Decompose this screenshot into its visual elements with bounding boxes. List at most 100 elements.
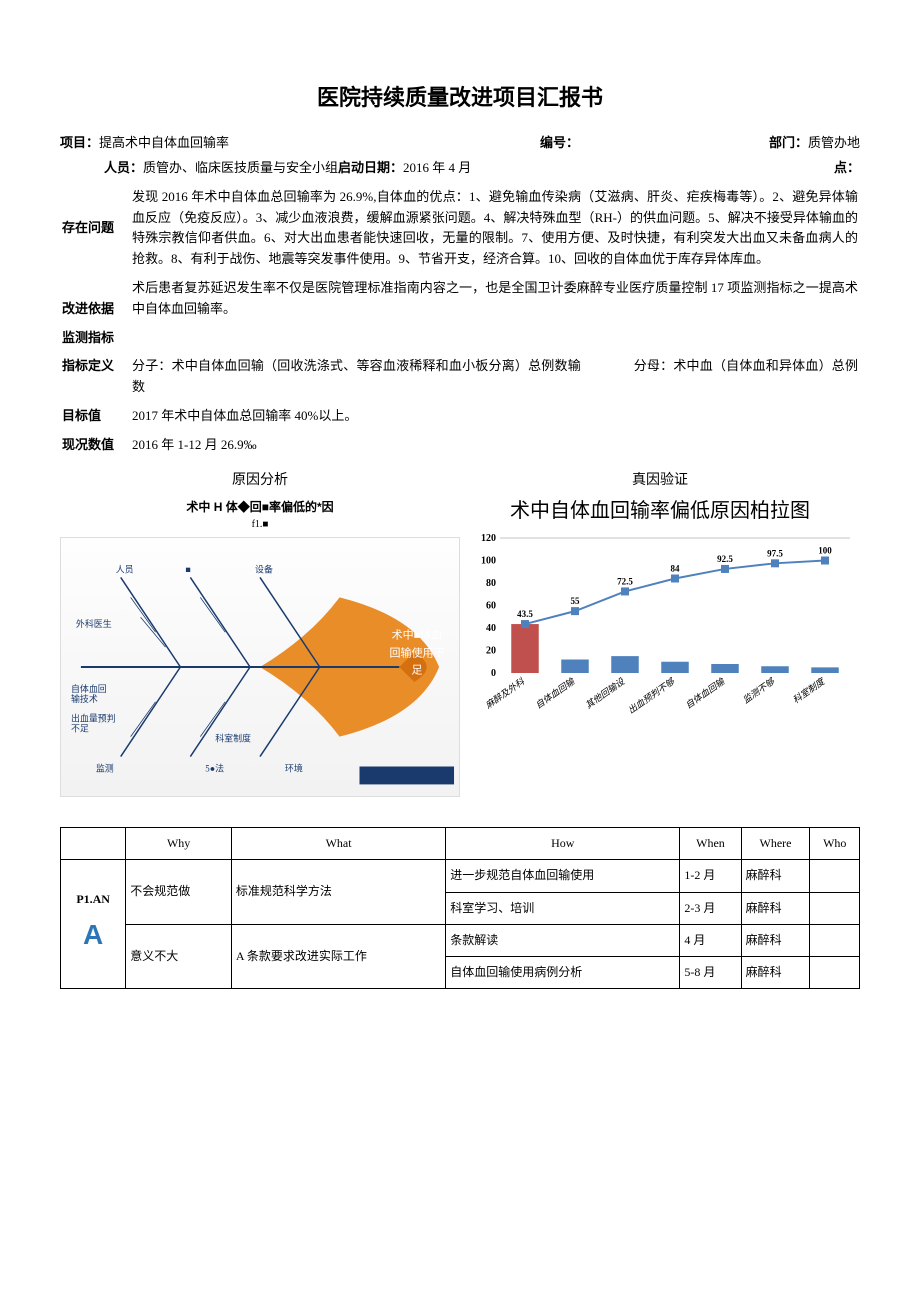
start-value: 2016 年 4 月: [403, 158, 471, 179]
svg-text:120: 120: [481, 533, 496, 544]
fish-problem-label: 术中■体血回输使用不足: [387, 628, 447, 681]
how-2: 条款解读: [446, 924, 680, 956]
who-3: [810, 956, 860, 988]
svg-text:100: 100: [818, 545, 832, 555]
code-label: 编号：: [540, 133, 579, 154]
metric-val: [130, 324, 860, 353]
th-where: Where: [741, 828, 810, 860]
th-what: What: [231, 828, 445, 860]
svg-text:92.5: 92.5: [717, 554, 733, 564]
svg-text:科室制度: 科室制度: [215, 733, 251, 744]
problem-val: 发现 2016 年术中自体血总回输率为 26.9%,自体血的优点：1、避免输血传…: [130, 183, 860, 274]
svg-text:出血预判不够: 出血预判不够: [626, 675, 678, 715]
problem-key: 存在问题: [60, 183, 130, 274]
when-0: 1-2 月: [680, 860, 741, 892]
svg-text:自体血回输: 自体血回输: [684, 675, 728, 710]
target-val: 2017 年术中自体血总回输率 40%以上。: [130, 402, 860, 431]
info-table: 存在问题 发现 2016 年术中自体血总回输率为 26.9%,自体血的优点：1、…: [60, 183, 860, 460]
project-value: 提高术中自体血回输率: [99, 133, 229, 154]
th-why: Why: [126, 828, 232, 860]
what-2: A 条款要求改进实际工作: [231, 924, 445, 988]
how-1: 科室学习、培训: [446, 892, 680, 924]
th-plan: [61, 828, 126, 860]
page-title: 医院持续质量改进项目汇报书: [60, 80, 860, 115]
where-3: 麻醉科: [741, 956, 810, 988]
svg-text:不足: 不足: [71, 724, 89, 734]
dept-value: 质管办地: [808, 133, 860, 154]
metric-key: 监测指标: [60, 324, 130, 353]
action-table: Why What How When Where Who P1.ANA不会规范做标…: [60, 827, 860, 989]
svg-text:人员: 人员: [116, 565, 134, 575]
who-2: [810, 924, 860, 956]
svg-text:20: 20: [486, 645, 496, 656]
svg-text:100: 100: [481, 555, 496, 566]
svg-text:84: 84: [671, 563, 681, 573]
point-label: 点：: [834, 158, 860, 179]
who-1: [810, 892, 860, 924]
plan-cell: P1.ANA: [61, 860, 126, 989]
start-label: 启动日期：: [338, 158, 403, 179]
svg-text:外科医生: 外科医生: [76, 618, 112, 629]
how-0: 进一步规范自体血回输使用: [446, 860, 680, 892]
th-how: How: [446, 828, 680, 860]
svg-text:80: 80: [486, 578, 496, 589]
svg-text:97.5: 97.5: [767, 548, 783, 558]
why-2: 意义不大: [126, 924, 232, 988]
why-0: 不会规范做: [126, 860, 232, 924]
svg-text:40: 40: [486, 623, 496, 634]
project-label: 项目：: [60, 133, 99, 154]
def-val: 分子：术中自体血回输（回收洗涤式、等容血液稀释和血小板分离）总例数输 分母：术中…: [130, 352, 860, 402]
svg-text:科室制度: 科室制度: [791, 675, 828, 705]
what-0: 标准规范科学方法: [231, 860, 445, 924]
svg-text:监测: 监测: [96, 763, 114, 774]
where-1: 麻醉科: [741, 892, 810, 924]
basis-val: 术后患者复苏延迟发生率不仅是医院管理标准指南内容之一，也是全国卫计委麻醉专业医疗…: [130, 274, 860, 324]
where-2: 麻醉科: [741, 924, 810, 956]
who-0: [810, 860, 860, 892]
verify-column: 真因验证 术中自体血回输率偏低原因柏拉图 0 20 40 60 80 100 120 43.5…: [460, 470, 860, 798]
svg-text:环境: 环境: [285, 763, 303, 774]
svg-text:60: 60: [486, 600, 496, 611]
fishbone-title: 术中 H 体◆回■率偏低的*因: [60, 498, 460, 517]
svg-text:麻醉及外科: 麻醉及外科: [484, 676, 527, 711]
svg-text:自体血回输: 自体血回输: [534, 675, 578, 710]
def-key: 指标定义: [60, 352, 130, 402]
when-3: 5-8 月: [680, 956, 741, 988]
svg-text:出血量预判: 出血量预判: [71, 713, 116, 724]
svg-text:其他回输设: 其他回输设: [584, 676, 627, 711]
dept-label: 部门：: [769, 133, 808, 154]
fishbone-chart: 人员 ■ 设备 外科医生 自体血回 输技术 出血量预判 不足 监测 5●法 环境…: [60, 537, 460, 797]
when-2: 4 月: [680, 924, 741, 956]
svg-text:设备: 设备: [255, 564, 273, 575]
when-1: 2-3 月: [680, 892, 741, 924]
staff-value: 质管办、临床医技质量与安全小组: [143, 158, 338, 179]
th-when: When: [680, 828, 741, 860]
svg-text:0: 0: [491, 668, 496, 679]
fishbone-sub: f1.■: [60, 517, 460, 533]
current-key: 现况数值: [60, 431, 130, 460]
svg-text:72.5: 72.5: [617, 576, 633, 586]
how-3: 自体血回输使用病例分析: [446, 956, 680, 988]
current-val: 2016 年 1-12 月 26.9‰: [130, 431, 860, 460]
header-row-2: 人员： 质管办、临床医技质量与安全小组 启动日期： 2016 年 4 月 点：: [60, 158, 860, 179]
svg-text:输技术: 输技术: [71, 693, 98, 704]
svg-text:监测不够: 监测不够: [741, 675, 778, 705]
svg-text:55: 55: [571, 596, 581, 606]
target-key: 目标值: [60, 402, 130, 431]
svg-text:■: ■: [185, 565, 190, 575]
th-who: Who: [810, 828, 860, 860]
action-header-row: Why What How When Where Who: [61, 828, 860, 860]
basis-key: 改进依据: [60, 274, 130, 324]
svg-text:自体血回: 自体血回: [71, 683, 107, 694]
staff-label: 人员：: [104, 158, 143, 179]
svg-text:5●法: 5●法: [205, 763, 224, 774]
pareto-title: 术中自体血回输率偏低原因柏拉图: [460, 498, 860, 524]
verify-title: 真因验证: [460, 470, 860, 492]
header-row-1: 项目： 提高术中自体血回输率 编号： 部门： 质管办地: [60, 133, 860, 154]
svg-text:43.5: 43.5: [517, 609, 533, 619]
cause-column: 原因分析 术中 H 体◆回■率偏低的*因 f1.■: [60, 470, 460, 798]
cause-title: 原因分析: [60, 470, 460, 492]
analysis-row: 原因分析 术中 H 体◆回■率偏低的*因 f1.■: [60, 470, 860, 798]
where-0: 麻醉科: [741, 860, 810, 892]
pareto-chart: 0 20 40 60 80 100 120 43.5 55 72.5 84 92.5 97.5 100 麻醉…: [460, 528, 860, 728]
